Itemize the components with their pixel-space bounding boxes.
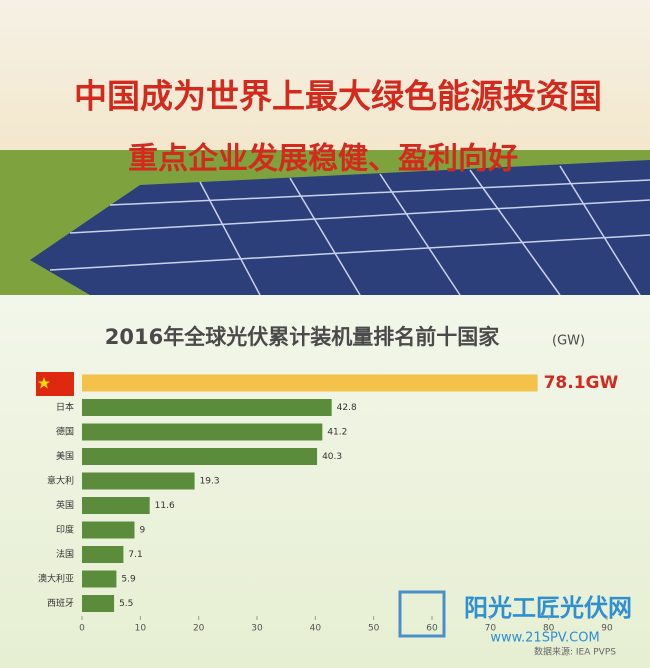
value-label: 5.5 [119,599,133,609]
banner: 中国成为世界上最大绿色能源投资国 重点企业发展稳健、盈利向好 [0,0,650,296]
chart-unit: (GW) [552,334,585,349]
category-label: 德国 [56,426,74,438]
source-note: 数据来源: IEA PVPS [534,646,616,658]
banner-subtitle: 重点企业发展稳健、盈利向好 [128,142,518,177]
x-tick-label: 0 [79,624,85,634]
category-label: 印度 [56,524,74,536]
value-label: 9 [140,526,146,536]
chart-title: 2016年全球光伏累计装机量排名前十国家 [105,325,500,349]
watermark-name: 阳光工匠光伏网 [464,594,632,622]
x-tick-label: 50 [368,624,380,634]
bar [82,570,117,588]
x-tick-label: 90 [601,624,613,634]
bar [82,423,323,441]
category-label: 意大利 [47,475,74,487]
category-label: 法国 [56,548,74,560]
category-label: 美国 [56,450,74,462]
value-label: 41.2 [327,428,347,438]
category-label: 英国 [56,499,74,511]
bar [82,399,332,416]
bar [82,472,195,490]
value-label: 40.3 [322,452,342,462]
category-label: 日本 [56,401,74,413]
bar [82,595,115,612]
value-label: 42.8 [337,403,357,413]
x-tick-label: 80 [543,624,555,634]
x-tick-label: 60 [426,624,438,634]
bar [82,497,150,514]
x-tick-label: 70 [485,624,497,634]
value-label: 78.1GW [544,373,619,393]
solar-panels [30,160,650,295]
china-flag [36,372,74,396]
value-label: 7.1 [128,550,142,560]
watermark: 阳光工匠光伏网 www.21SPV.COM [398,590,632,646]
category-label: 澳大利亚 [38,573,74,585]
bar [82,546,124,563]
value-label: 11.6 [155,501,175,511]
bar [82,521,135,539]
bar [82,374,538,392]
value-label: 5.9 [121,575,136,585]
x-tick-label: 10 [135,624,147,634]
x-tick-label: 20 [193,624,205,634]
bar [82,448,318,465]
value-label: 19.3 [200,477,220,487]
panel-grid [49,165,650,296]
x-tick-label: 40 [310,624,322,634]
category-label: 西班牙 [47,597,74,609]
x-tick-label: 30 [251,624,263,634]
watermark-url: www.21SPV.COM [490,631,599,646]
banner-title: 中国成为世界上最大绿色能源投资国 [74,77,602,116]
